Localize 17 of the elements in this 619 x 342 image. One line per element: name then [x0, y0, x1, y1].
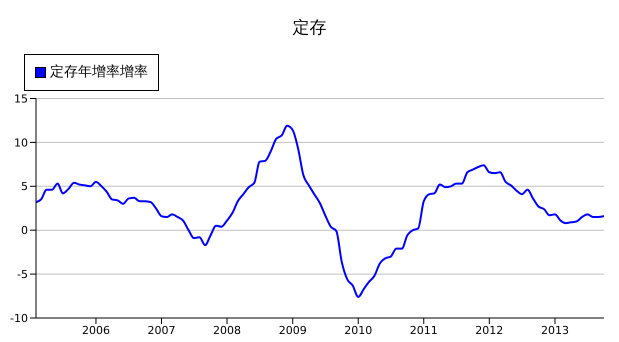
- y-tick-label: 0: [21, 224, 28, 238]
- x-tick-label: 2012: [475, 324, 504, 337]
- y-tick-label: -10: [10, 312, 28, 325]
- y-tick-label: 15: [14, 92, 28, 106]
- x-tick-label: 2007: [147, 324, 176, 337]
- x-tick-label: 2008: [213, 324, 242, 337]
- y-tick-label: -5: [17, 268, 28, 282]
- x-tick-label: 2010: [344, 324, 372, 337]
- legend-label: 定存年增率增率: [49, 63, 148, 81]
- x-tick-label: 2009: [278, 324, 307, 337]
- x-tick-label: 2013: [540, 324, 569, 337]
- line-series: [36, 124, 604, 298]
- x-tick-label: 2011: [410, 324, 438, 337]
- x-tick-label: 2006: [82, 324, 110, 337]
- chart-title: 定存: [292, 17, 328, 40]
- y-tick-label: 10: [14, 136, 28, 150]
- y-tick-label: 5: [21, 180, 28, 194]
